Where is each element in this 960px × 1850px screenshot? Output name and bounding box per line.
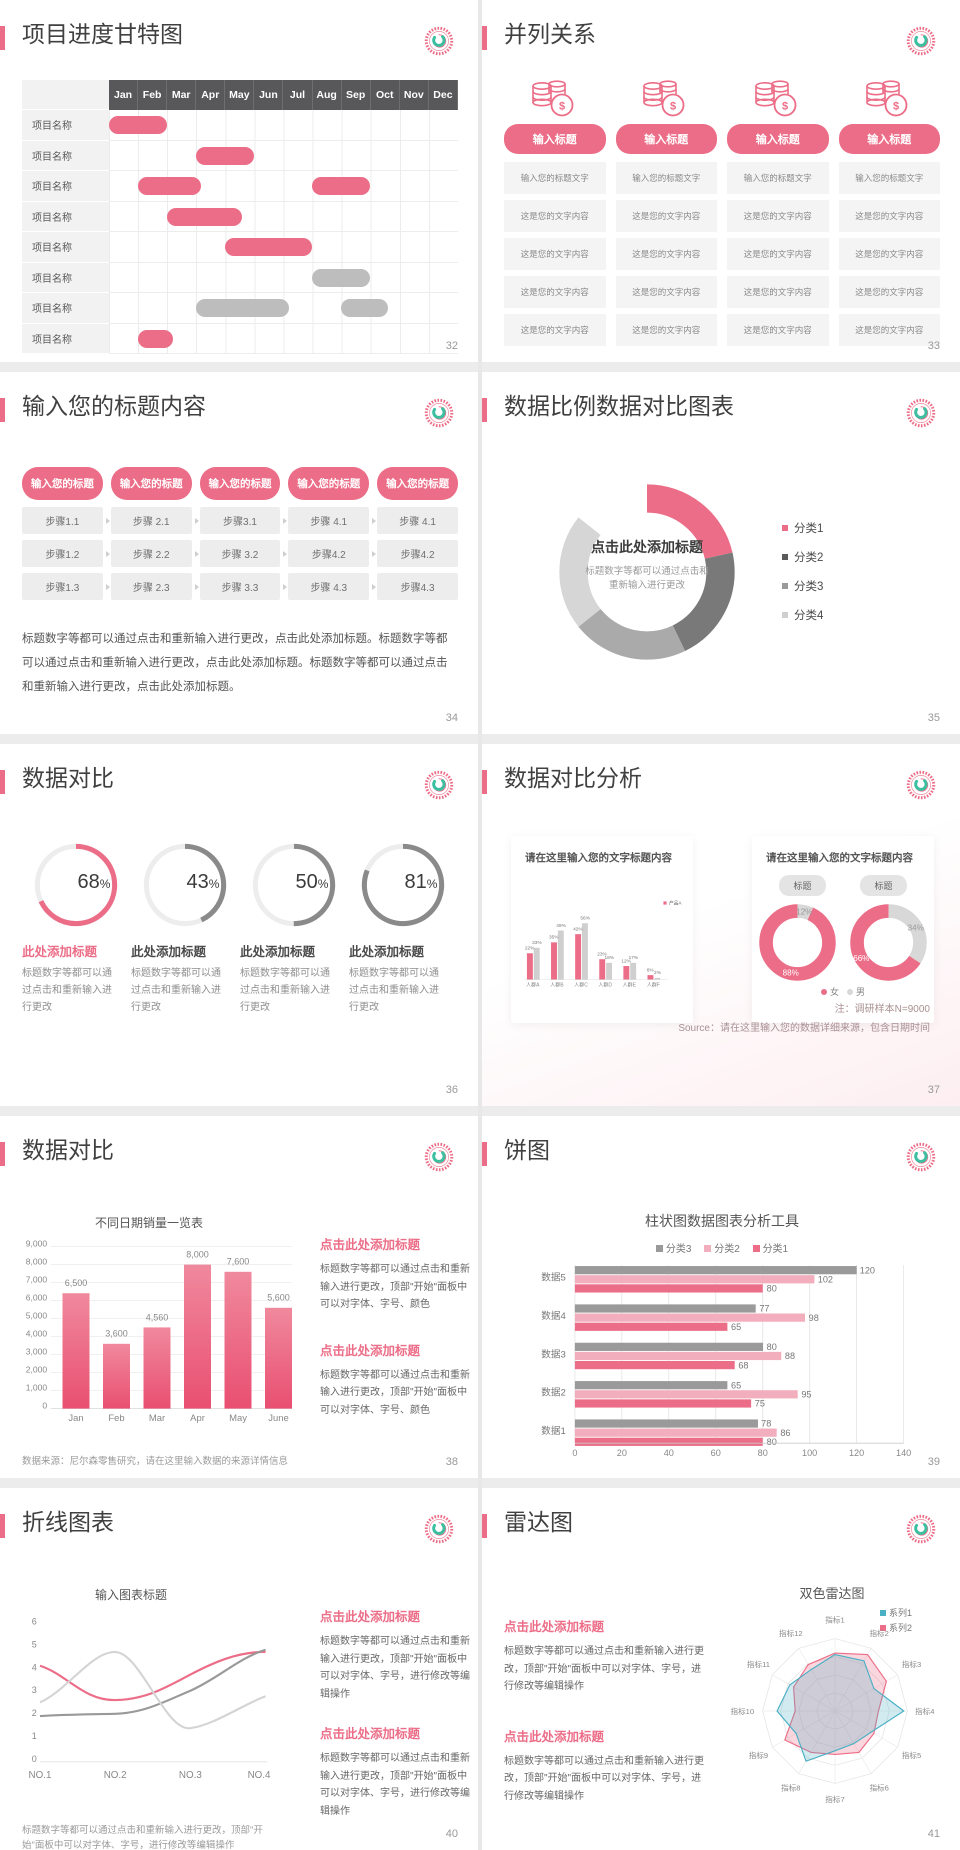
svg-text:4,560: 4,560	[146, 1312, 169, 1322]
svg-text:数据3: 数据3	[541, 1348, 565, 1360]
svg-text:NO.1: NO.1	[29, 1770, 52, 1781]
svg-text:NO.4: NO.4	[248, 1770, 271, 1781]
svg-text:数据1: 数据1	[541, 1425, 565, 1437]
svg-text:产品A: 产品A	[669, 900, 683, 907]
svg-text:56%: 56%	[580, 916, 590, 922]
svg-text:120: 120	[849, 1448, 864, 1458]
svg-text:33%: 33%	[532, 940, 542, 946]
svg-text:3: 3	[32, 1685, 37, 1695]
svg-text:3,000: 3,000	[26, 1347, 48, 1357]
svg-text:100: 100	[802, 1448, 817, 1458]
svg-text:$: $	[782, 101, 788, 113]
svg-text:$: $	[893, 101, 899, 113]
svg-text:Mar: Mar	[149, 1413, 165, 1424]
svg-text:17%: 17%	[629, 955, 639, 961]
svg-text:1,000: 1,000	[26, 1383, 48, 1393]
svg-text:66%: 66%	[853, 954, 869, 963]
svg-text:20: 20	[617, 1448, 627, 1458]
svg-text:指标11: 指标11	[747, 1659, 770, 1669]
svg-text:0: 0	[42, 1401, 47, 1411]
svg-text:人群E: 人群E	[623, 982, 637, 989]
svg-text:49%: 49%	[556, 923, 566, 929]
svg-text:数据4: 数据4	[541, 1310, 566, 1322]
svg-text:5: 5	[32, 1639, 37, 1649]
svg-text:88%: 88%	[783, 969, 799, 978]
svg-text:人群A: 人群A	[526, 982, 540, 989]
svg-text:6,500: 6,500	[65, 1278, 88, 1288]
svg-text:NO.3: NO.3	[179, 1770, 202, 1781]
svg-text:80: 80	[767, 1284, 777, 1294]
svg-text:指标3: 指标3	[902, 1659, 921, 1669]
svg-text:5,000: 5,000	[26, 1311, 48, 1321]
svg-text:指标6: 指标6	[869, 1782, 888, 1792]
svg-text:指标4: 指标4	[915, 1706, 934, 1716]
svg-text:35%: 35%	[549, 935, 559, 941]
svg-text:9,000: 9,000	[26, 1239, 48, 1249]
svg-text:86: 86	[780, 1428, 790, 1438]
svg-text:18%: 18%	[605, 955, 615, 961]
svg-text:Jan: Jan	[68, 1413, 83, 1424]
svg-text:Feb: Feb	[108, 1413, 124, 1424]
svg-text:2: 2	[32, 1708, 37, 1718]
svg-text:7,600: 7,600	[227, 1257, 250, 1267]
svg-text:指标2: 指标2	[869, 1628, 888, 1638]
svg-text:数据5: 数据5	[541, 1272, 565, 1284]
svg-text:95: 95	[801, 1390, 811, 1400]
svg-text:80: 80	[767, 1437, 777, 1447]
svg-text:80: 80	[758, 1448, 768, 1458]
svg-text:140: 140	[896, 1448, 911, 1458]
svg-text:0: 0	[32, 1754, 37, 1764]
svg-text:4,000: 4,000	[26, 1329, 48, 1339]
svg-text:80: 80	[767, 1342, 777, 1352]
svg-text:指标10: 指标10	[730, 1706, 754, 1716]
svg-text:Apr: Apr	[190, 1413, 205, 1424]
svg-text:5,600: 5,600	[267, 1293, 290, 1303]
svg-text:68: 68	[738, 1360, 748, 1370]
svg-text:8,000: 8,000	[186, 1249, 209, 1259]
svg-text:6,000: 6,000	[26, 1293, 48, 1303]
svg-text:4: 4	[32, 1662, 37, 1672]
svg-text:22%: 22%	[525, 946, 535, 952]
svg-text:指标7: 指标7	[825, 1794, 844, 1804]
svg-text:65: 65	[731, 1322, 741, 1332]
svg-text:$: $	[559, 101, 565, 113]
svg-text:指标5: 指标5	[902, 1750, 921, 1760]
svg-text:2%: 2%	[654, 970, 662, 976]
svg-text:0: 0	[572, 1448, 577, 1458]
svg-text:65: 65	[731, 1380, 741, 1390]
svg-text:人群B: 人群B	[550, 982, 564, 989]
svg-text:指标1: 指标1	[825, 1615, 844, 1625]
svg-text:12%: 12%	[796, 907, 812, 916]
svg-text:98: 98	[809, 1313, 819, 1323]
svg-text:人群C: 人群C	[574, 982, 588, 989]
svg-text:人群F: 人群F	[647, 982, 660, 989]
svg-text:34%: 34%	[908, 924, 924, 933]
svg-text:42%: 42%	[573, 927, 583, 933]
svg-text:7,000: 7,000	[26, 1275, 48, 1285]
svg-text:指标8: 指标8	[781, 1782, 800, 1792]
svg-text:6%: 6%	[647, 967, 655, 973]
svg-text:6: 6	[32, 1617, 37, 1627]
svg-text:75: 75	[755, 1399, 765, 1409]
svg-text:8,000: 8,000	[26, 1257, 48, 1267]
svg-text:102: 102	[818, 1274, 833, 1284]
svg-text:3,600: 3,600	[105, 1329, 128, 1339]
svg-text:60: 60	[711, 1448, 721, 1458]
svg-text:40: 40	[664, 1448, 674, 1458]
svg-text:$: $	[670, 101, 676, 113]
svg-text:人群D: 人群D	[598, 982, 612, 989]
svg-text:2,000: 2,000	[26, 1365, 48, 1375]
svg-text:120: 120	[860, 1265, 875, 1275]
svg-text:77: 77	[759, 1304, 769, 1314]
svg-text:78: 78	[761, 1419, 771, 1429]
svg-text:June: June	[268, 1413, 288, 1424]
svg-text:1: 1	[32, 1731, 37, 1741]
svg-text:NO.2: NO.2	[104, 1770, 127, 1781]
svg-text:指标12: 指标12	[779, 1628, 803, 1638]
svg-text:指标9: 指标9	[749, 1750, 768, 1760]
svg-text:May: May	[229, 1413, 247, 1424]
svg-text:数据2: 数据2	[541, 1387, 565, 1399]
svg-text:88: 88	[785, 1351, 795, 1361]
